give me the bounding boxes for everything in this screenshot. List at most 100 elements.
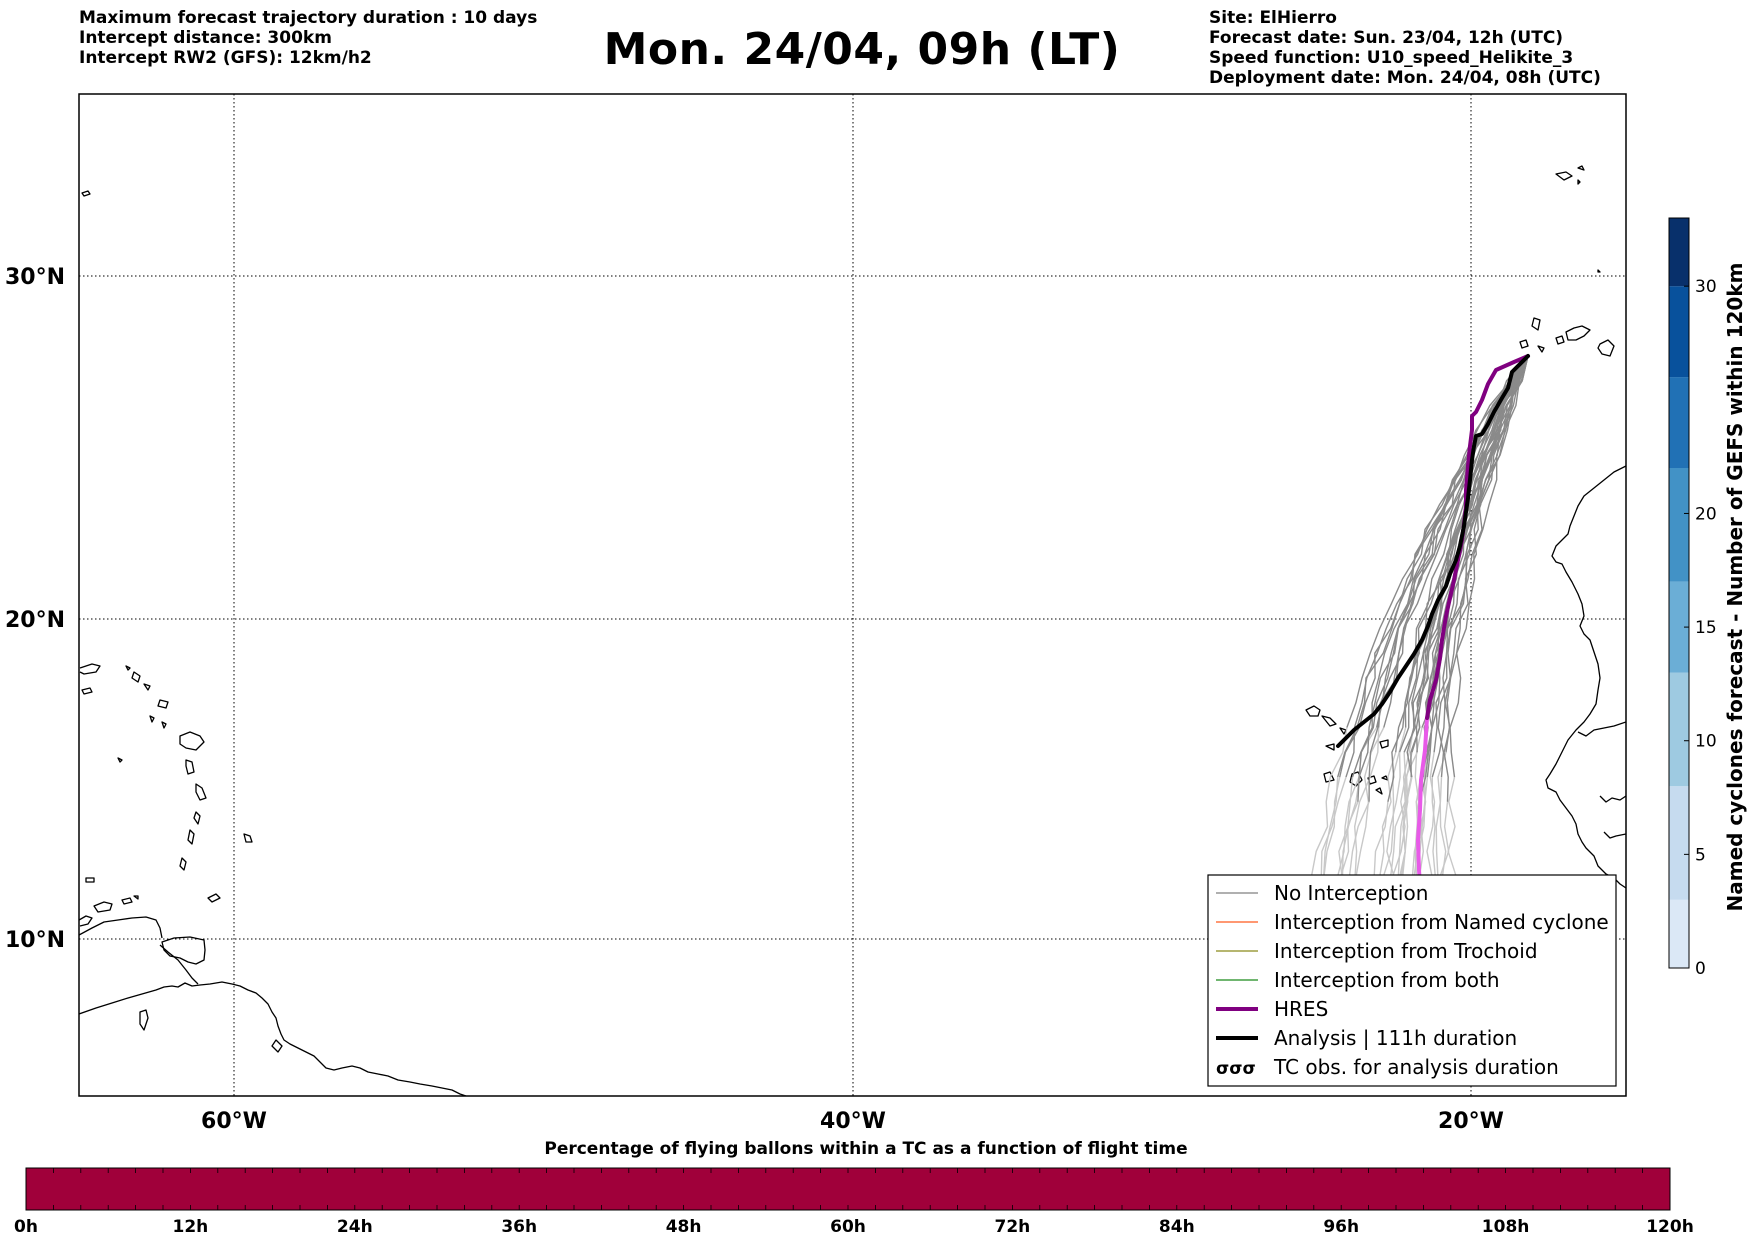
island <box>1565 325 1591 341</box>
island <box>185 759 195 775</box>
gambia-coast-detail <box>1603 831 1626 839</box>
island <box>193 811 201 825</box>
flight-time-tick-label: 84h <box>1159 1217 1195 1237</box>
legend-label: Interception from Named cyclone <box>1274 910 1609 934</box>
map-frame <box>78 93 1627 1097</box>
island <box>85 877 95 883</box>
island <box>143 683 151 691</box>
island <box>179 731 205 751</box>
island <box>1325 743 1335 751</box>
flight-time-tick-label: 36h <box>501 1217 537 1237</box>
analysis-trajectory <box>1336 354 1530 748</box>
cyclone-colorbar-frame <box>1668 217 1690 969</box>
lon-label-60w: 60°W <box>201 1109 267 1134</box>
island <box>93 901 113 913</box>
island <box>1321 715 1337 727</box>
legend-box <box>1207 874 1617 1087</box>
ensemble-trajectory <box>1437 355 1529 778</box>
intercept-rw2-text: Intercept RW2 (GFS): 12km/h2 <box>79 48 372 68</box>
legend: No Interception Interception from Named c… <box>1207 874 1617 1087</box>
island <box>133 895 139 900</box>
flight-time-colorbar-title: Percentage of flying ballons within a TC… <box>544 1139 1187 1159</box>
africa-coastline <box>1545 465 1626 889</box>
colorbar-tick-label: 10 <box>1695 732 1717 752</box>
cyclone-colorbar: 0 5 10 15 20 30 Named cyclones forecast - Num… <box>1668 217 1747 979</box>
flight-time-tick-label: 0h <box>14 1217 38 1237</box>
colorbar-segment <box>1669 286 1689 378</box>
flight-time-tick-label: 48h <box>666 1217 702 1237</box>
guyana-islet <box>139 1009 149 1031</box>
island <box>1531 317 1541 331</box>
hres-trajectory-faded <box>1416 716 1429 902</box>
ensemble-trajectory <box>1449 355 1529 778</box>
island <box>81 687 93 695</box>
flight-time-tick-label: 12h <box>173 1217 209 1237</box>
legend-label: Analysis | 111h duration <box>1274 1026 1517 1050</box>
paria-coastline <box>159 944 199 985</box>
legend-item: HRES <box>1216 997 1328 1021</box>
legend-item: No Interception <box>1216 881 1428 905</box>
island <box>79 663 101 675</box>
forecast-parameters: Maximum forecast trajectory duration : 1… <box>79 8 537 68</box>
island <box>161 721 167 729</box>
island <box>131 671 141 683</box>
colorbar-segment <box>1669 218 1689 287</box>
flight-time-tick-label: 120h <box>1646 1217 1694 1237</box>
ensemble-trajectory <box>1346 355 1529 728</box>
colorbar-tick-label: 30 <box>1695 277 1717 297</box>
flight-time-colorbar: Percentage of flying ballons within a TC… <box>14 1139 1694 1237</box>
flight-time-tick-label: 60h <box>830 1217 866 1237</box>
island <box>195 783 207 801</box>
legend-label: TC obs. for analysis duration <box>1273 1055 1559 1079</box>
legend-item: σσσ TC obs. for analysis duration <box>1216 1055 1559 1079</box>
colorbar-segment <box>1669 672 1689 787</box>
cyclone-colorbar-label: Named cyclones forecast - Number of GEFS… <box>1723 263 1747 912</box>
colorbar-segment <box>1669 899 1689 968</box>
guinea-coast-detail <box>1599 795 1626 803</box>
island <box>187 829 195 845</box>
island <box>1381 775 1389 781</box>
island <box>1537 345 1545 353</box>
trinidad-coastline <box>161 936 206 965</box>
colorbar-segment <box>1669 377 1689 468</box>
island <box>157 699 169 709</box>
island <box>1597 269 1601 273</box>
flight-time-tick-label: 24h <box>337 1217 373 1237</box>
orinoco-islet <box>271 1039 283 1053</box>
island <box>1555 335 1565 345</box>
page-title: Mon. 24/04, 09h (LT) <box>0 24 1752 75</box>
island <box>1339 727 1347 735</box>
island <box>1323 771 1335 783</box>
colorbar-segment <box>1669 468 1689 582</box>
lat-label-30n: 30°N <box>5 265 65 290</box>
flight-time-tick-label: 96h <box>1323 1217 1359 1237</box>
colorbar-segment <box>1669 786 1689 900</box>
lat-label-20n: 20°N <box>5 608 65 633</box>
lat-label-10n: 10°N <box>5 928 65 953</box>
ensemble-trajectory <box>1378 355 1529 728</box>
legend-label: No Interception <box>1274 881 1428 905</box>
site-info: Site: ElHierro Forecast date: Sun. 23/04… <box>1209 8 1601 88</box>
legend-item: Interception from Named cyclone <box>1216 910 1609 934</box>
site-text: Site: ElHierro <box>1209 8 1337 28</box>
flight-time-colorbar-fill <box>25 1167 1671 1211</box>
colorbar-tick-label: 15 <box>1695 618 1717 638</box>
island <box>179 857 187 871</box>
gulf-coast-stub <box>79 915 93 927</box>
island <box>1555 171 1573 181</box>
flight-time-tick-label: 72h <box>995 1217 1031 1237</box>
island <box>1577 165 1585 171</box>
colorbar-tick-label: 5 <box>1695 845 1706 865</box>
island <box>1597 339 1615 357</box>
legend-label: Interception from both <box>1274 968 1500 992</box>
island <box>1519 339 1529 349</box>
lon-label-20w: 20°W <box>1438 1109 1504 1134</box>
island <box>149 715 155 723</box>
island <box>81 190 91 197</box>
lon-label-40w: 40°W <box>820 1109 886 1134</box>
island <box>1379 739 1389 749</box>
title-text: Mon. 24/04, 09h (LT) <box>603 24 1121 75</box>
colorbar-tick-label: 0 <box>1695 959 1706 979</box>
legend-label: Interception from Trochoid <box>1274 939 1538 963</box>
